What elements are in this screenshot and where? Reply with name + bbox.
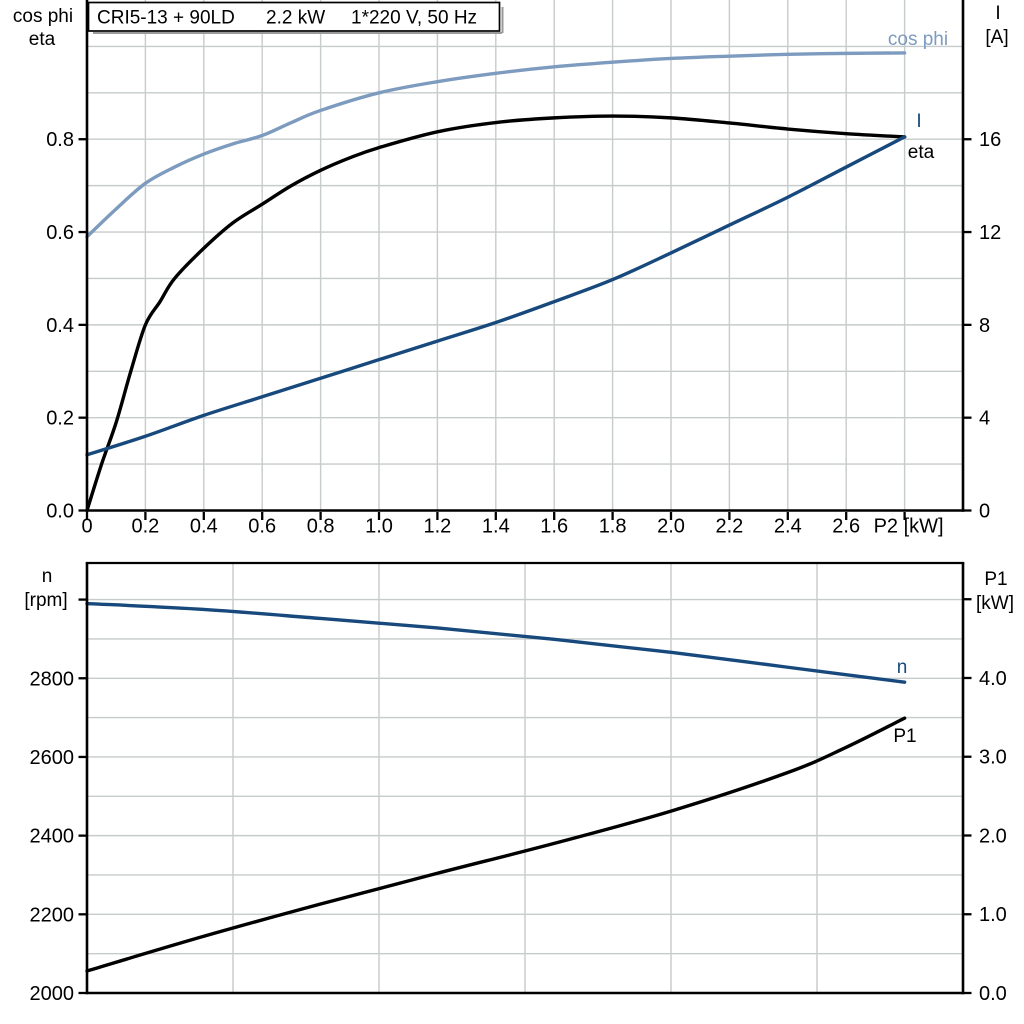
curve-label-n: n	[897, 657, 908, 678]
y-right-tick-label: 16	[979, 129, 1001, 151]
top-chart: 0.0 0.2 0.4 0.6 0.8 0 4 8 12 16 0 0.2 0.4 0.6 0.8 1.0 1.…	[46, 0, 1001, 538]
bottom-right-axis-title-line2: [kW]	[976, 593, 1014, 614]
axes	[85, 0, 965, 512]
x-tick-label: 0.6	[248, 516, 276, 538]
y-left-tick-label: 0.6	[46, 222, 74, 244]
tick-labels: 0.0 0.2 0.4 0.6 0.8 0 4 8 12 16 0 0.2 0.4 0.6 0.8 1.0 1.…	[46, 129, 1001, 537]
x-tick-label: 1.0	[365, 516, 393, 538]
y-left-tick-label: 2200	[30, 904, 75, 926]
x-tick-label: 0	[81, 516, 92, 538]
y-right-tick-label: 12	[979, 222, 1001, 244]
x-tick-label: 0.4	[190, 516, 218, 538]
x-tick-label: 2.2	[715, 516, 743, 538]
curves	[85, 601, 907, 973]
y-right-tick-label: 0.0	[979, 983, 1007, 1005]
x-tick-label: 2.4	[774, 516, 802, 538]
x-axis-title: P2 [kW]	[874, 516, 944, 538]
bottom-left-axis-title-line1: n	[42, 566, 53, 587]
top-left-axis-title-line1: cos phi	[13, 6, 73, 27]
x-tick-label: 0.8	[307, 516, 335, 538]
curve-i	[85, 135, 907, 457]
curve-eta	[85, 114, 907, 513]
chart-title-pump: CRI5-13 + 90LD	[97, 8, 235, 29]
x-tick-label: 2.6	[832, 516, 860, 538]
curve-label-cos-phi: cos phi	[888, 29, 948, 50]
title-box-frame	[87, 1, 501, 32]
y-left-tick-label: 2600	[30, 747, 75, 769]
y-left-tick-label: 2400	[30, 826, 75, 848]
y-left-tick-label: 2000	[30, 983, 75, 1005]
chart-title-power: 2.2 kW	[266, 8, 325, 29]
title-box: CRI5-13 + 90LD 2.2 kW 1*220 V, 50 Hz	[87, 1, 504, 34]
tick-labels: 2000 2200 2400 2600 2800 0.0 1.0 2.0 3.0 4.0	[30, 598, 1007, 1005]
y-right-tick-label: 4	[979, 408, 990, 430]
bottom-right-axis-title-line1: P1	[984, 569, 1007, 590]
curve-p1	[85, 716, 907, 973]
y-left-tick-label: 0.2	[46, 408, 74, 430]
bottom-left-axis-title-line2: [rpm]	[24, 590, 67, 611]
curve-n	[85, 601, 907, 684]
curve-label-i: I	[916, 111, 921, 132]
x-tick-label: 1.2	[423, 516, 451, 538]
y-left-tick-label: 0.4	[46, 315, 74, 337]
y-left-tick-label: 2800	[30, 668, 75, 690]
bottom-chart: 2000 2200 2400 2600 2800 0.0 1.0 2.0 3.0 4.0 n P1	[30, 561, 1007, 1005]
y-right-tick-label: 3.0	[979, 747, 1007, 769]
top-right-axis-title-line2: [A]	[985, 27, 1008, 48]
curves	[85, 51, 907, 513]
x-tick-label: 2.0	[657, 516, 685, 538]
curve-cos-phi	[85, 51, 907, 239]
y-right-tick-label: 4.0	[979, 668, 1007, 690]
y-right-tick-label: 0	[979, 501, 990, 523]
x-tick-label: 1.4	[482, 516, 510, 538]
chart-title-voltage: 1*220 V, 50 Hz	[351, 8, 477, 29]
curve-label-p1: P1	[893, 726, 916, 747]
axes	[85, 561, 965, 995]
grid	[87, 0, 963, 511]
curve-label-eta: eta	[908, 142, 935, 163]
y-right-tick-label: 8	[979, 315, 990, 337]
x-tick-label: 0.2	[131, 516, 159, 538]
x-tick-label: 1.6	[540, 516, 568, 538]
x-tick-label: 1.8	[599, 516, 627, 538]
y-left-tick-label: 0.0	[46, 501, 74, 523]
top-right-axis-title-line1: I	[995, 3, 1000, 24]
top-left-axis-title-line2: eta	[29, 29, 56, 50]
y-right-tick-label: 1.0	[979, 904, 1007, 926]
y-left-tick-label: 0.8	[46, 129, 74, 151]
grid	[87, 563, 963, 993]
y-right-tick-label: 2.0	[979, 825, 1007, 847]
